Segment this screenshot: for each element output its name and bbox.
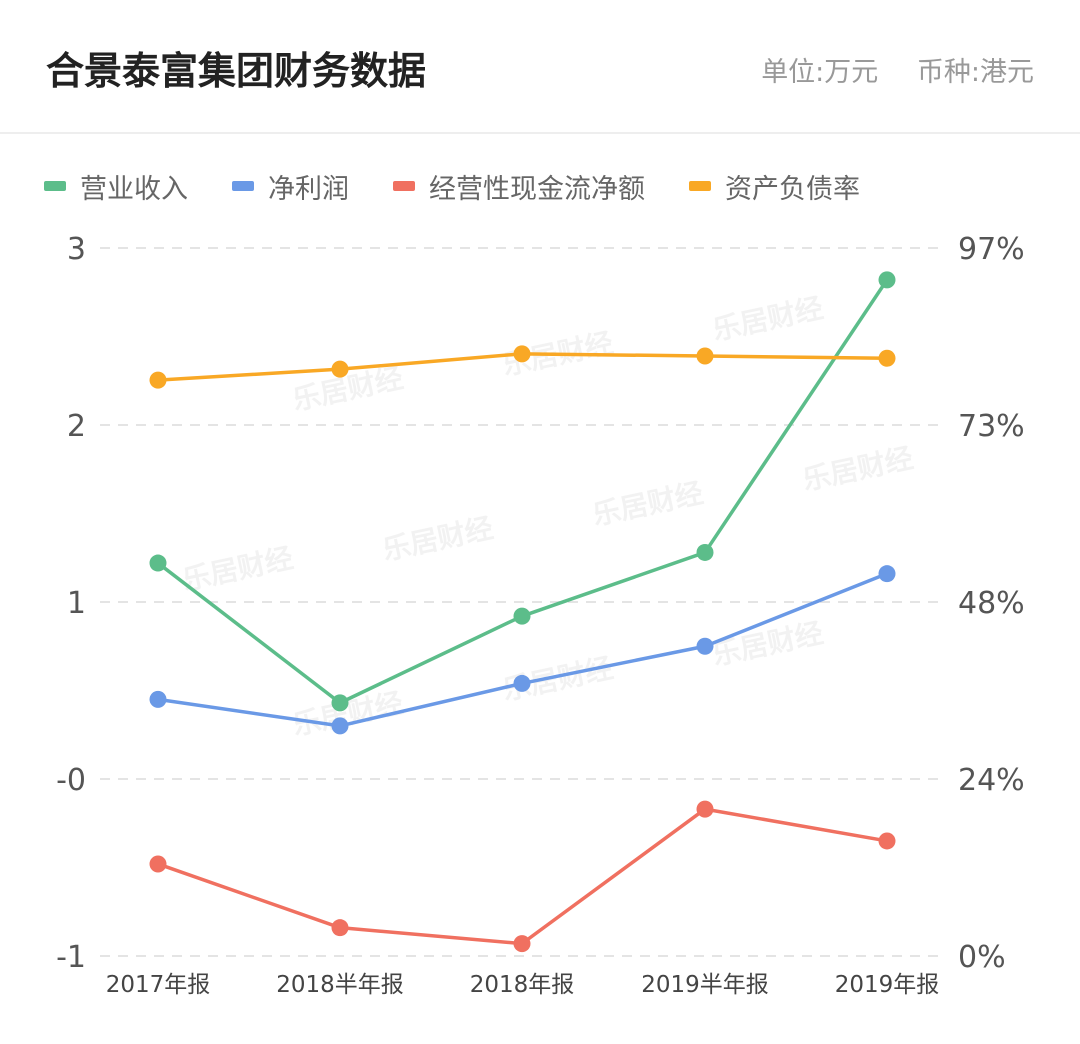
x-tick-label: 2019半年报 bbox=[641, 972, 769, 998]
data-point-cashflow bbox=[331, 919, 349, 937]
data-point-debt-ratio bbox=[149, 371, 167, 389]
data-point-debt-ratio bbox=[878, 349, 896, 367]
watermark-text: 乐居财经 bbox=[710, 616, 826, 672]
data-point-revenue bbox=[696, 543, 714, 561]
legend-item-net-profit[interactable]: 净利润 bbox=[232, 167, 349, 206]
data-point-net-profit bbox=[878, 565, 896, 583]
left-tick-label: -0 bbox=[56, 763, 86, 798]
legend-item-cashflow[interactable]: 经营性现金流净额 bbox=[393, 167, 645, 206]
unit-label: 单位:万元 bbox=[761, 57, 879, 88]
chart-title: 合景泰富集团财务数据 bbox=[46, 49, 427, 93]
x-tick-label: 2018半年报 bbox=[276, 972, 404, 998]
data-point-revenue bbox=[513, 607, 531, 625]
watermark-text: 乐居财经 bbox=[380, 511, 496, 567]
data-point-cashflow bbox=[513, 935, 531, 953]
legend-label-net-profit: 净利润 bbox=[268, 173, 349, 205]
data-point-revenue bbox=[878, 271, 896, 289]
right-tick-label: 73% bbox=[958, 409, 1025, 444]
data-point-net-profit bbox=[696, 637, 714, 655]
data-point-cashflow bbox=[149, 855, 167, 873]
left-tick-label: 3 bbox=[67, 232, 86, 267]
data-point-debt-ratio bbox=[696, 347, 714, 365]
series-points bbox=[149, 271, 896, 953]
data-point-net-profit bbox=[149, 690, 167, 708]
data-point-cashflow bbox=[878, 832, 896, 850]
legend-swatch-revenue bbox=[44, 181, 66, 191]
left-tick-label: 1 bbox=[67, 586, 86, 621]
legend-swatch-cashflow bbox=[393, 181, 415, 191]
data-point-revenue bbox=[331, 694, 349, 712]
data-point-debt-ratio bbox=[513, 345, 531, 363]
right-tick-label: 0% bbox=[958, 940, 1006, 975]
data-point-cashflow bbox=[696, 800, 714, 818]
x-tick-label: 2017年报 bbox=[106, 972, 211, 998]
currency-label: 币种:港元 bbox=[916, 57, 1034, 88]
left-axis-ticks: 3 2 1 -0 -1 bbox=[56, 232, 86, 975]
data-point-net-profit bbox=[513, 674, 531, 692]
legend-label-revenue: 营业收入 bbox=[80, 173, 188, 205]
right-tick-label: 24% bbox=[958, 763, 1025, 798]
grid-lines bbox=[100, 247, 944, 957]
watermark-text: 乐居财经 bbox=[710, 291, 826, 347]
watermark-text: 乐居财经 bbox=[800, 441, 916, 497]
data-point-net-profit bbox=[331, 717, 349, 735]
watermark-text: 乐居财经 bbox=[180, 541, 296, 597]
legend-item-revenue[interactable]: 营业收入 bbox=[44, 167, 188, 206]
legend-item-debt-ratio[interactable]: 资产负债率 bbox=[689, 167, 860, 206]
data-point-debt-ratio bbox=[331, 360, 349, 378]
data-point-revenue bbox=[149, 554, 167, 572]
x-tick-label: 2018年报 bbox=[470, 972, 575, 998]
left-tick-label: -1 bbox=[56, 940, 86, 975]
right-axis-ticks: 97% 73% 48% 24% 0% bbox=[958, 232, 1025, 975]
left-tick-label: 2 bbox=[67, 409, 86, 444]
x-tick-label: 2019年报 bbox=[835, 972, 940, 998]
series-line-cashflow bbox=[157, 807, 888, 946]
unit-info: 单位:万元 币种:港元 bbox=[731, 50, 1034, 89]
legend-label-debt-ratio: 资产负债率 bbox=[725, 173, 860, 205]
legend-label-cashflow: 经营性现金流净额 bbox=[429, 173, 645, 205]
x-axis-ticks: 2017年报 2018半年报 2018年报 2019半年报 2019年报 bbox=[106, 972, 940, 998]
legend-swatch-net-profit bbox=[232, 181, 254, 191]
right-tick-label: 97% bbox=[958, 232, 1025, 267]
chart-header: 合景泰富集团财务数据 单位:万元 币种:港元 bbox=[0, 0, 1080, 134]
chart-legend: 营业收入 净利润 经营性现金流净额 资产负债率 bbox=[44, 166, 904, 206]
legend-swatch-debt-ratio bbox=[689, 181, 711, 191]
watermark-text: 乐居财经 bbox=[590, 476, 706, 532]
right-tick-label: 48% bbox=[958, 586, 1025, 621]
